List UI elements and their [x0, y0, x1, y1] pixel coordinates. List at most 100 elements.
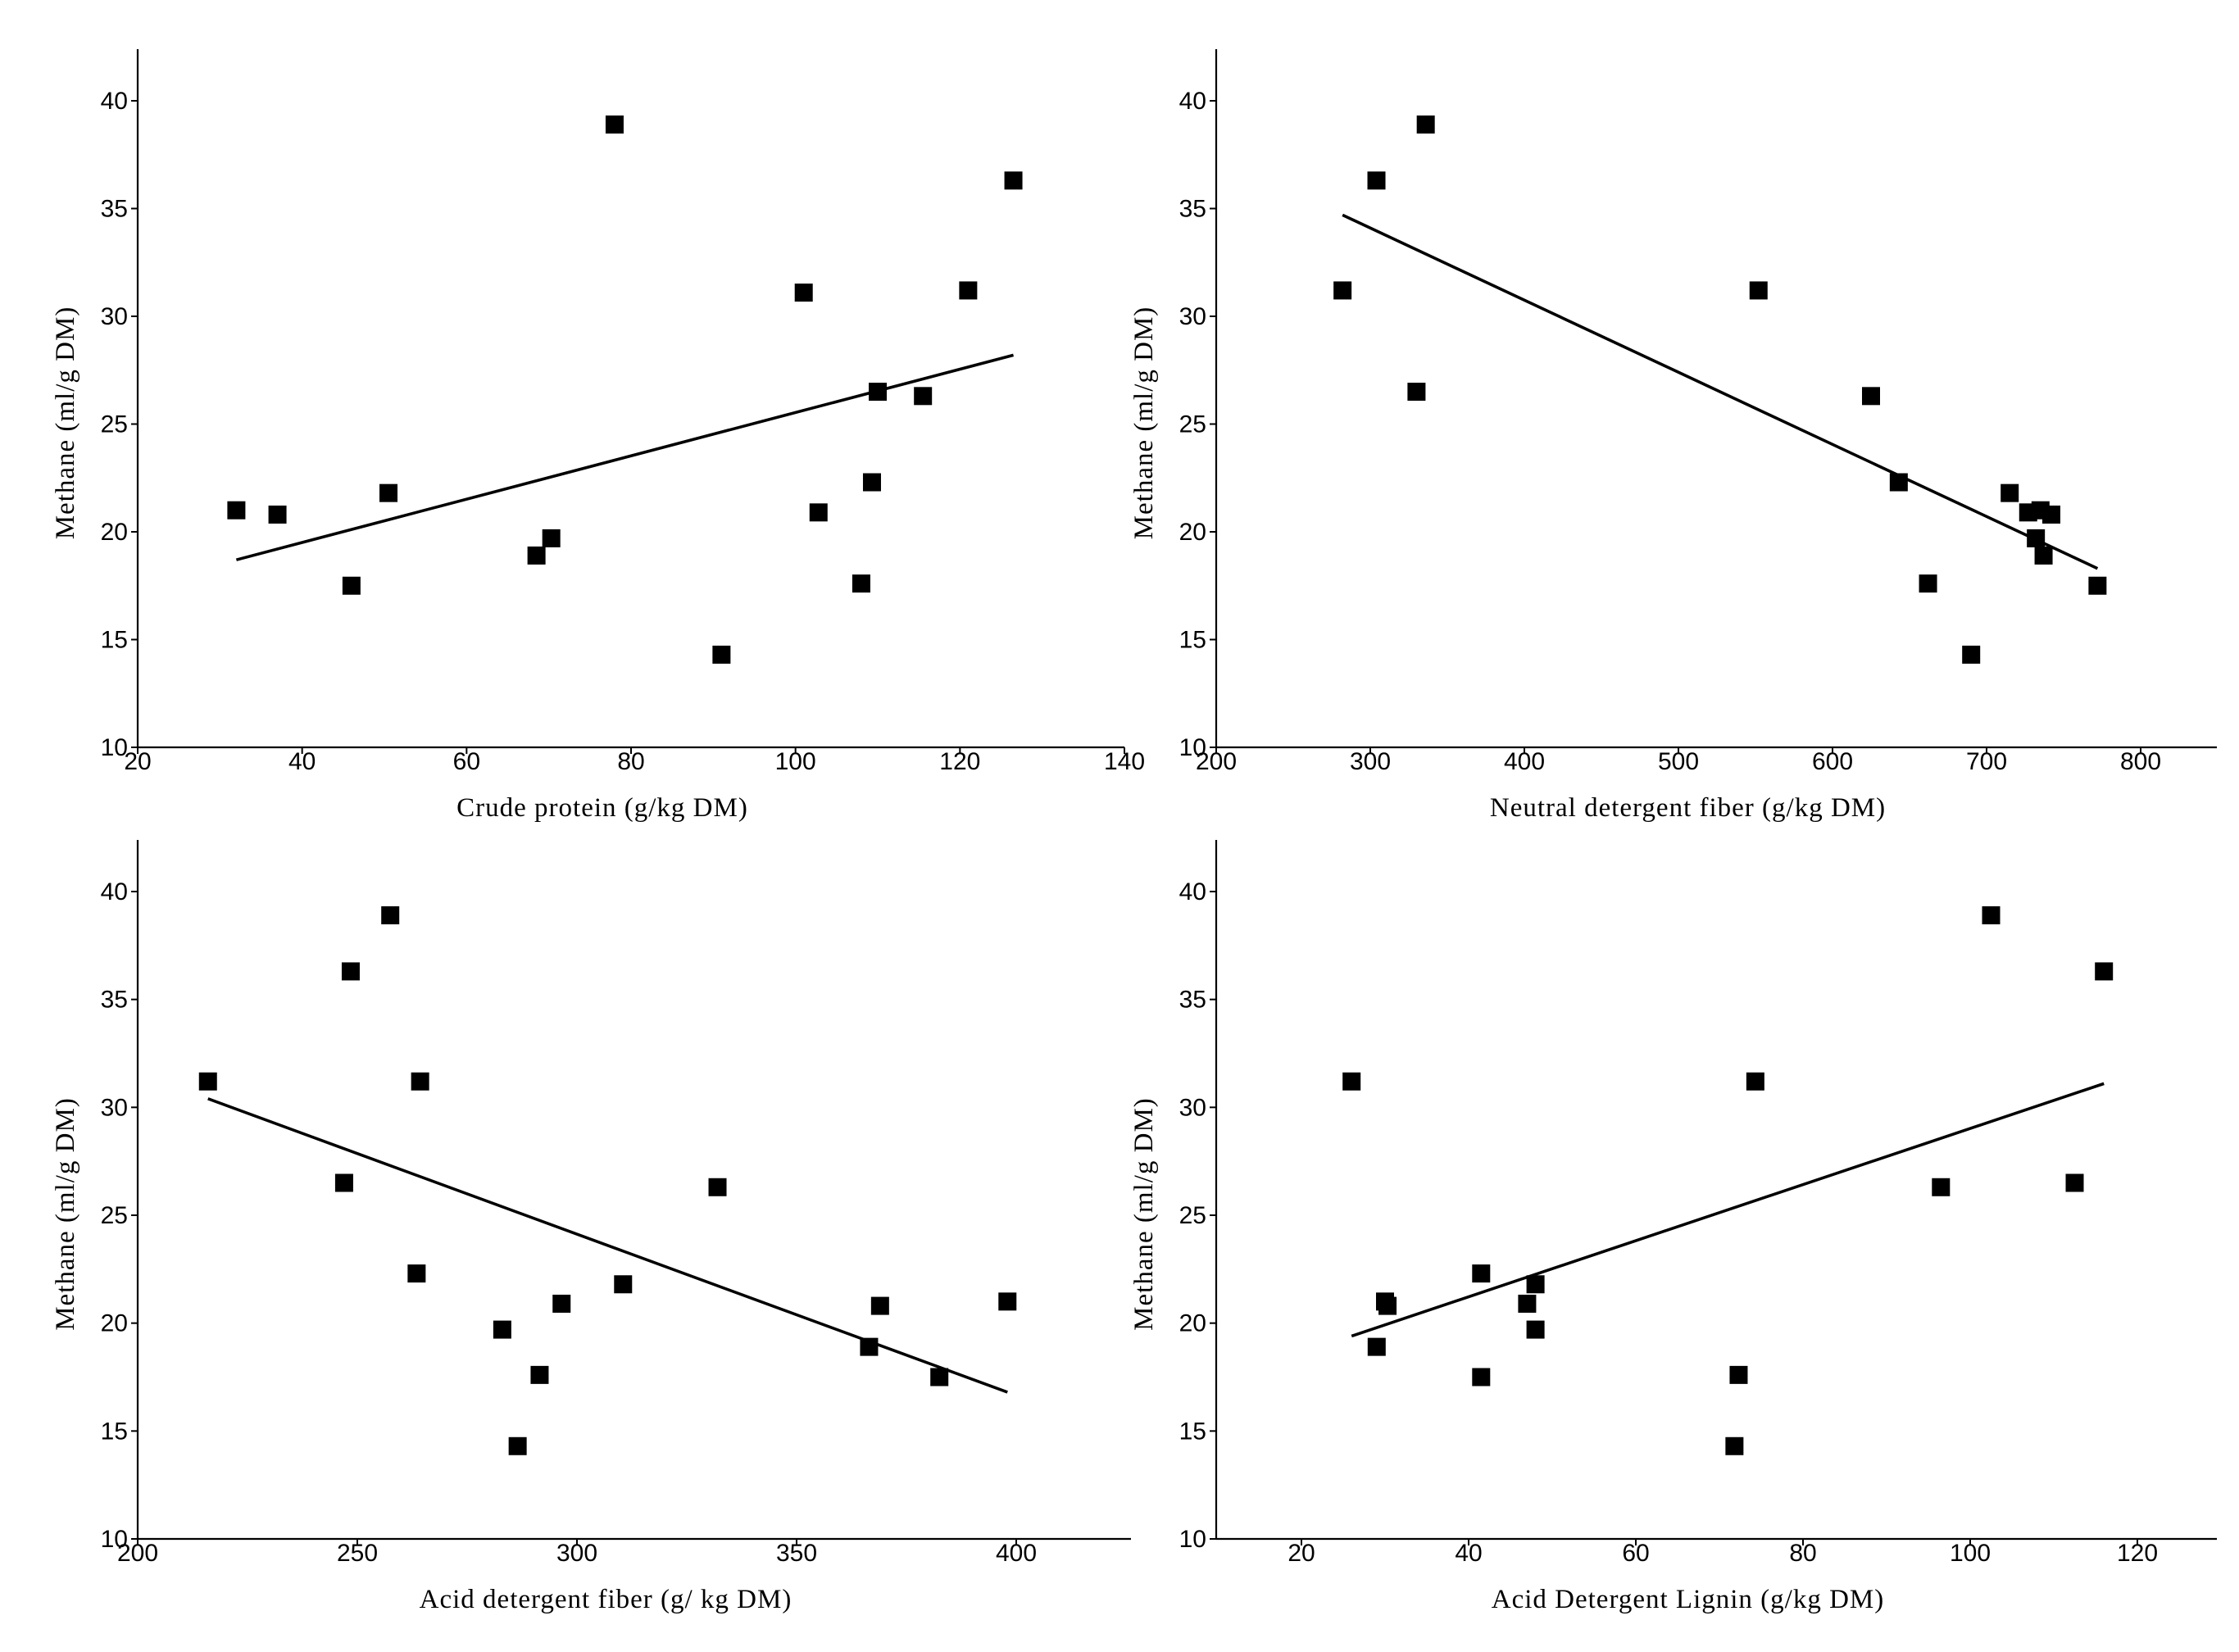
- x-tick-label: 400: [996, 1540, 1037, 1567]
- data-point: [1472, 1368, 1491, 1386]
- data-point: [268, 505, 287, 524]
- data-point: [959, 281, 978, 300]
- trend-line: [1342, 213, 2099, 570]
- data-point: [198, 1072, 217, 1091]
- data-point: [508, 1436, 527, 1455]
- data-point: [334, 1173, 353, 1192]
- x-tick-label: 600: [1812, 748, 1853, 775]
- data-point: [1378, 1296, 1397, 1315]
- data-point: [869, 383, 887, 402]
- y-tick-label: 35: [101, 196, 128, 223]
- y-tick-label: 35: [101, 987, 128, 1014]
- data-point: [2065, 1173, 2084, 1192]
- y-tick-label: 20: [101, 519, 128, 546]
- data-point: [552, 1294, 571, 1313]
- y-tick-label: 10: [101, 734, 128, 761]
- y-tick-label: 35: [1179, 987, 1206, 1014]
- data-point: [1889, 473, 1908, 492]
- x-tick-label: 140: [1104, 748, 1145, 775]
- x-tick-label: 100: [775, 748, 816, 775]
- data-point: [1367, 171, 1386, 190]
- x-tick-label: 20: [1288, 1540, 1315, 1567]
- x-tick-label: 80: [617, 748, 644, 775]
- x-tick-label: 120: [2117, 1540, 2158, 1567]
- panel-acid-detergent-lignin: 10 15 20 25 30 35 40 20 40 60 80 100 120 Acid Deterge…: [1129, 840, 2217, 1614]
- y-tick-label: 10: [101, 1526, 128, 1553]
- data-point: [862, 473, 881, 492]
- y-tick-label: 30: [1179, 303, 1206, 330]
- data-point: [914, 387, 933, 406]
- data-point: [1333, 281, 1352, 300]
- y-tick-label: 25: [1179, 411, 1206, 438]
- x-tick-label: 350: [776, 1540, 817, 1567]
- data-point: [542, 529, 561, 547]
- data-point: [794, 284, 813, 302]
- data-point: [998, 1292, 1017, 1311]
- x-tick-label: 400: [1504, 748, 1545, 775]
- data-point: [860, 1337, 879, 1356]
- data-point: [1982, 905, 2001, 924]
- data-point: [379, 483, 398, 502]
- y-tick-label: 40: [1179, 878, 1206, 905]
- y-tick-label: 10: [1179, 734, 1206, 761]
- data-point: [1919, 574, 1937, 593]
- y-tick-label: 40: [1179, 88, 1206, 115]
- data-point: [530, 1365, 549, 1384]
- y-tick-label: 30: [1179, 1094, 1206, 1121]
- x-tick-label: 200: [1196, 748, 1237, 775]
- data-point: [1518, 1294, 1537, 1313]
- y-tick-label: 20: [101, 1310, 128, 1337]
- y-tick-label: 25: [101, 411, 128, 438]
- data-point: [411, 1072, 429, 1091]
- data-point: [1932, 1178, 1951, 1196]
- y-axis-title: Methane (ml/g DM): [51, 1097, 80, 1331]
- data-point: [2034, 546, 2053, 565]
- data-point: [2027, 529, 2046, 547]
- y-tick-label: 40: [101, 878, 128, 905]
- data-point: [527, 546, 546, 565]
- data-point: [342, 576, 361, 595]
- x-tick-label: 20: [124, 748, 151, 775]
- trend-line: [235, 353, 1015, 561]
- y-tick-label: 15: [101, 1418, 128, 1445]
- x-axis-title: Crude protein (g/kg DM): [456, 793, 748, 823]
- data-point: [2088, 576, 2107, 595]
- x-tick-label: 120: [939, 748, 980, 775]
- data-point: [2001, 483, 2019, 502]
- trend-line: [1351, 1082, 2105, 1338]
- x-tick-label: 200: [117, 1540, 158, 1567]
- data-point: [2095, 962, 2114, 981]
- y-tick-label: 15: [1179, 1418, 1206, 1445]
- x-axis-title: Neutral detergent fiber (g/kg DM): [1490, 793, 1886, 823]
- data-point: [605, 115, 624, 134]
- data-point: [1729, 1365, 1748, 1384]
- panel-acid-detergent-fiber: 10 15 20 25 30 35 40 200 250 300 350 400 Acid deterg…: [51, 840, 1131, 1614]
- panel-crude-protein: 10 15 20 25 30 35 40 20 40 60 80 100 120 140 Crude pro…: [51, 49, 1145, 823]
- y-tick-label: 30: [101, 303, 128, 330]
- data-point: [493, 1320, 511, 1339]
- data-point: [407, 1264, 426, 1283]
- data-point: [1526, 1275, 1545, 1294]
- data-point: [1526, 1320, 1545, 1339]
- data-point: [1725, 1436, 1744, 1455]
- x-tick-label: 700: [1966, 748, 2007, 775]
- panel-neutral-detergent-fiber: 10 15 20 25 30 35 40 200 300 400 500 600 700 800 Neutr…: [1129, 49, 2217, 823]
- data-point: [1004, 171, 1023, 190]
- y-tick-label: 35: [1179, 196, 1206, 223]
- x-tick-label: 40: [288, 748, 316, 775]
- data-point: [1472, 1264, 1491, 1283]
- x-tick-label: 100: [1950, 1540, 1991, 1567]
- y-tick-label: 20: [1179, 1310, 1206, 1337]
- data-point: [712, 645, 731, 664]
- x-tick-label: 60: [1622, 1540, 1649, 1567]
- y-tick-label: 40: [101, 88, 128, 115]
- data-point: [1407, 383, 1426, 402]
- y-tick-label: 10: [1179, 1526, 1206, 1553]
- x-axis-title: Acid detergent fiber (g/ kg DM): [420, 1585, 793, 1614]
- data-point: [809, 503, 828, 522]
- data-point: [852, 574, 870, 593]
- data-point: [1749, 281, 1768, 300]
- data-point: [227, 501, 246, 520]
- y-axis-title: Methane (ml/g DM): [51, 306, 80, 540]
